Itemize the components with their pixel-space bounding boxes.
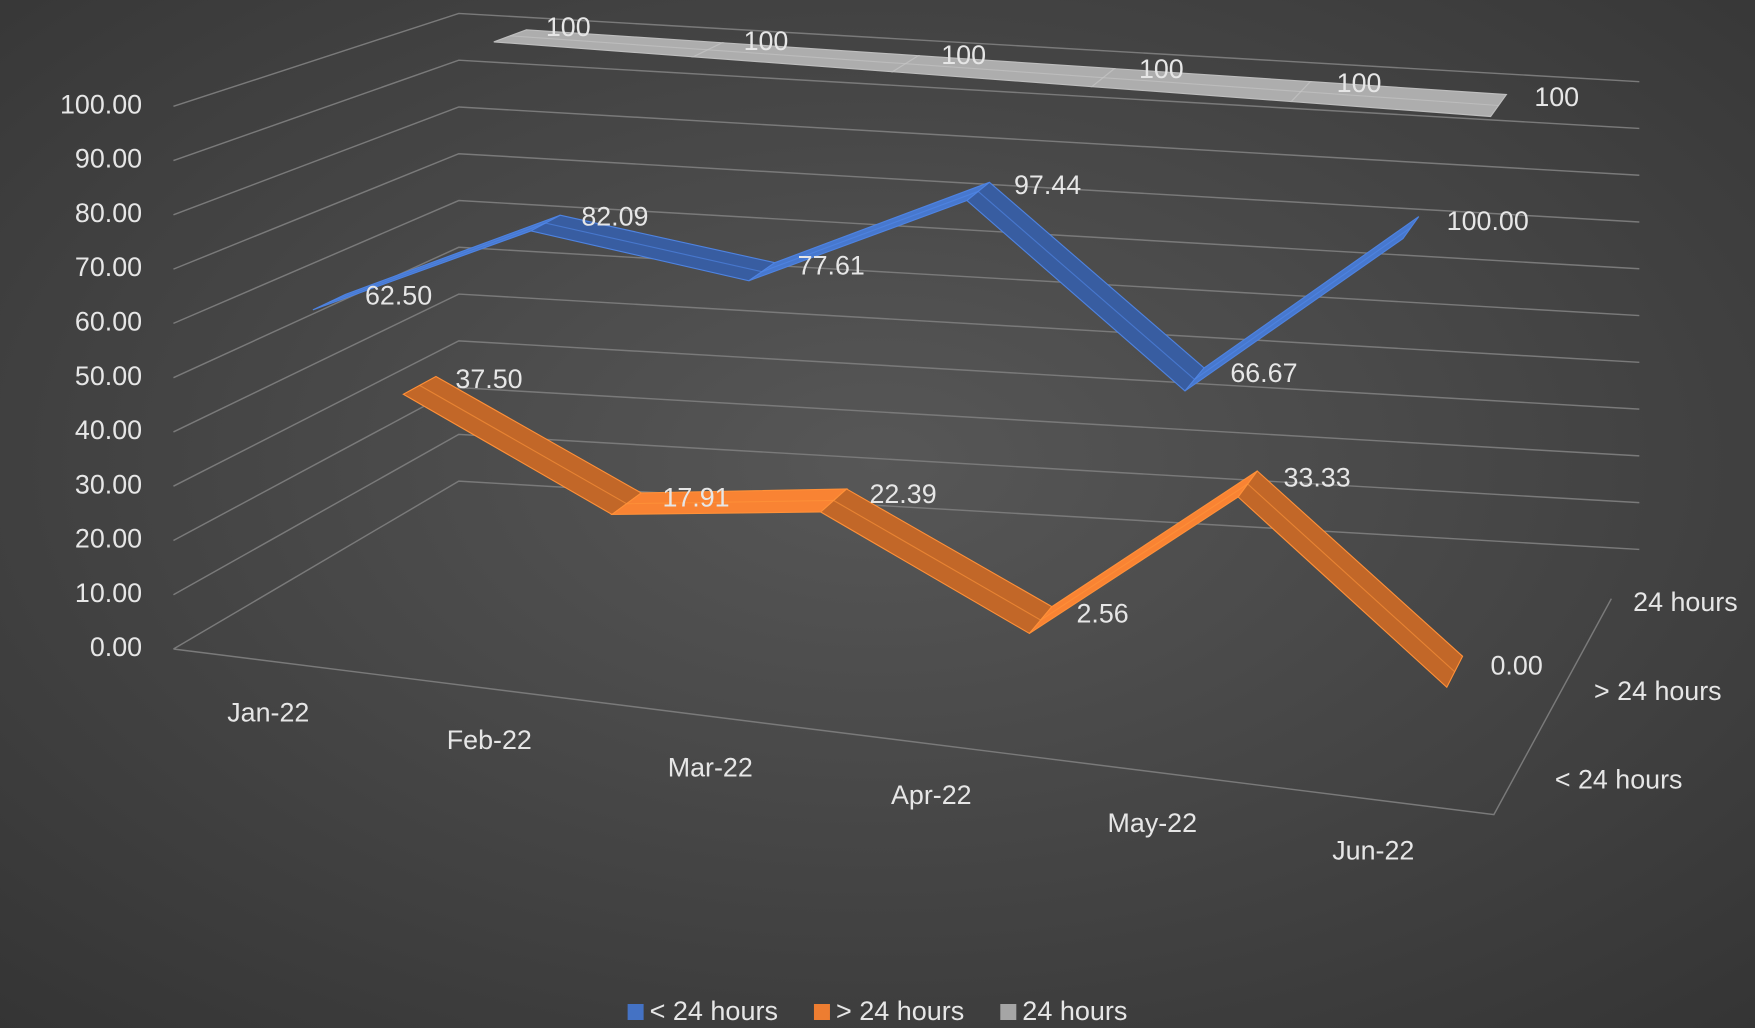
floor-edge [173, 598, 1612, 816]
data-label: 62.50 [365, 281, 432, 311]
legend-item: > 24 hours [813, 996, 964, 1026]
data-label: 97.44 [1014, 170, 1081, 200]
legend: < 24 hours > 24 hours 24 hours [627, 996, 1127, 1026]
data-label: 66.67 [1230, 358, 1297, 388]
y-tick-label: 60.00 [75, 306, 142, 336]
y-tick-label: 20.00 [75, 524, 142, 554]
depth-label: 24 hours [1633, 587, 1737, 617]
series-line [510, 35, 1499, 107]
ribbon-segment [1237, 470, 1464, 689]
legend-label: < 24 hours [650, 996, 778, 1026]
y-tick-label: 90.00 [75, 144, 142, 174]
legend-item: 24 hours [1000, 996, 1127, 1026]
data-label: 2.56 [1076, 599, 1128, 629]
series-line [419, 384, 1456, 673]
series-line [328, 190, 1412, 381]
y-tick-label: 50.00 [75, 361, 142, 391]
y-tick-label: 100.00 [60, 89, 142, 119]
y-tick-label: 0.00 [90, 632, 142, 662]
data-label: 22.39 [869, 479, 936, 509]
legend-label: 24 hours [1022, 996, 1127, 1026]
data-label: 100 [546, 12, 591, 42]
legend-label: > 24 hours [836, 996, 964, 1026]
data-label: 82.09 [581, 202, 648, 232]
x-tick-label: Apr-22 [891, 780, 972, 810]
y-tick-label: 40.00 [75, 415, 142, 445]
plot-area: 0.00 10.00 20.00 30.00 40.00 50.00 60.00 70.00 8… [60, 12, 1738, 865]
data-label: 100 [941, 40, 986, 70]
y-tick-label: 10.00 [75, 578, 142, 608]
grid-line [173, 199, 1640, 325]
y-tick-label: 30.00 [75, 469, 142, 499]
depth-label: > 24 hours [1594, 676, 1722, 706]
data-label: 100 [1534, 82, 1579, 112]
x-tick-label: Mar-22 [668, 753, 753, 783]
y-tick-label: 80.00 [75, 198, 142, 228]
data-label: 100 [1337, 68, 1382, 98]
legend-swatch [1000, 1004, 1017, 1020]
data-label: 100 [1139, 54, 1184, 84]
grid-line [173, 480, 1640, 650]
legend-item: < 24 hours [627, 996, 778, 1026]
data-label: 0.00 [1491, 650, 1543, 680]
data-label: 100.00 [1447, 206, 1529, 236]
data-label: 100 [744, 26, 789, 56]
x-tick-label: Jan-22 [227, 697, 309, 727]
y-tick-label: 70.00 [75, 252, 142, 282]
x-tick-label: Jun-22 [1332, 835, 1414, 865]
x-tick-label: Feb-22 [447, 725, 532, 755]
data-label: 33.33 [1283, 463, 1350, 493]
x-tick-label: May-22 [1108, 808, 1198, 838]
grid-line [173, 106, 1640, 216]
grid-line [173, 59, 1640, 162]
data-label: 77.61 [798, 250, 865, 280]
data-label: 37.50 [455, 364, 522, 394]
grid-line [173, 246, 1640, 379]
data-label: 17.91 [662, 482, 729, 512]
legend-swatch [627, 1004, 644, 1020]
grid-line [173, 386, 1640, 542]
grid-line [173, 340, 1640, 487]
legend-swatch [813, 1004, 830, 1020]
depth-label: < 24 hours [1555, 765, 1683, 795]
grid-line [173, 12, 1640, 107]
grid-line [173, 153, 1640, 270]
